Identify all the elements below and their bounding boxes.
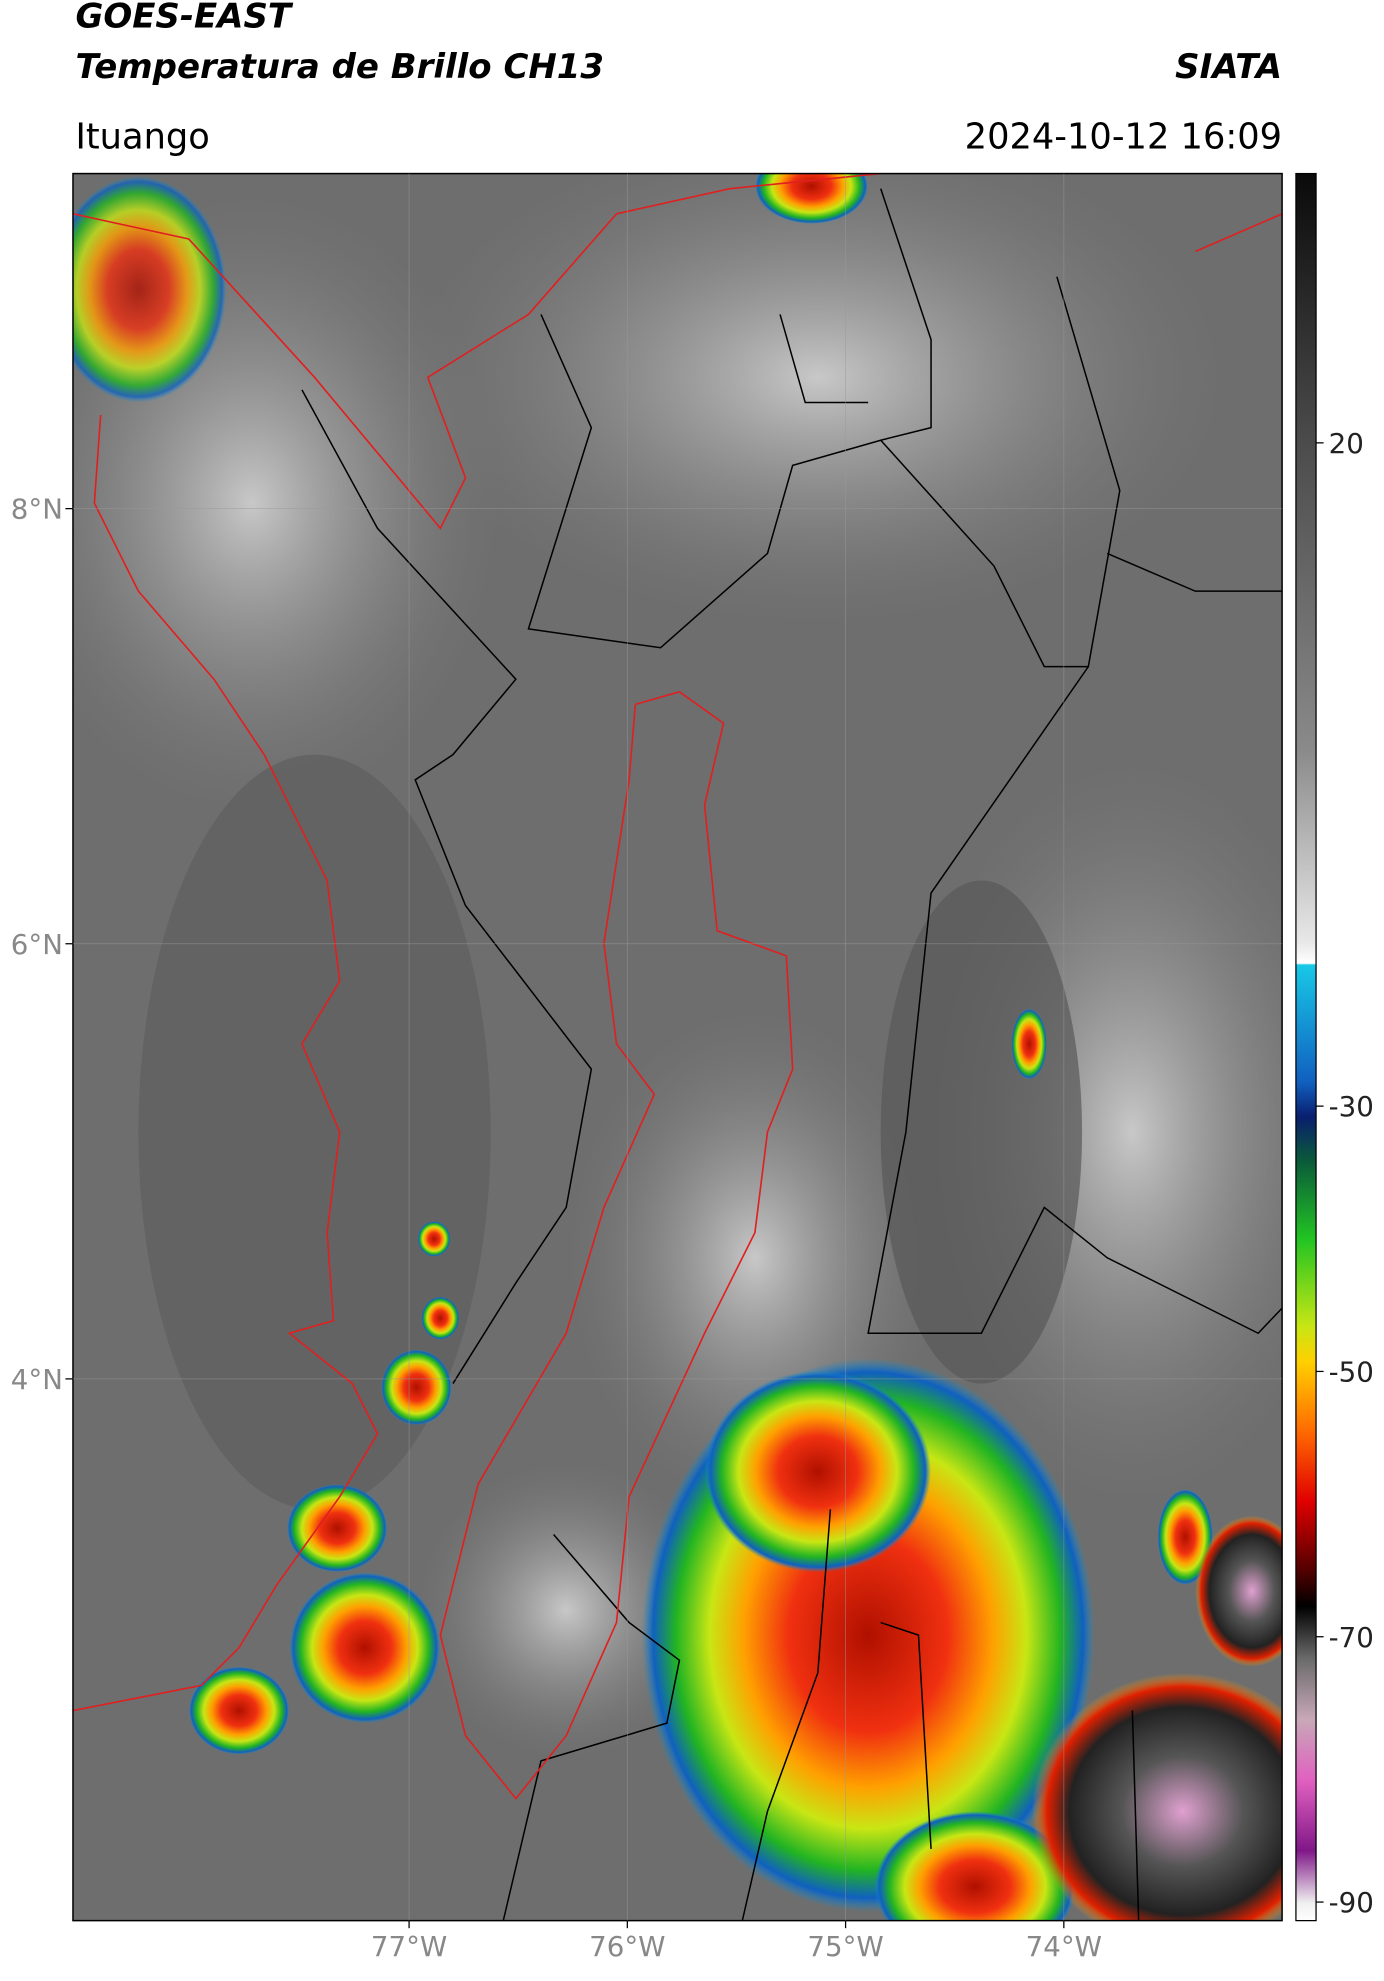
colorbar	[1295, 172, 1317, 1922]
colorbar-label: -70	[1329, 1621, 1374, 1654]
colorbar-label: -30	[1329, 1090, 1374, 1123]
title-line1: GOES-EAST	[75, 0, 293, 37]
lon-label: 75°W	[807, 1930, 883, 1963]
lat-label: 4°N	[11, 1363, 63, 1396]
colorbar-label: -90	[1329, 1886, 1374, 1919]
lon-label: 74°W	[1026, 1930, 1102, 1963]
location: Ituango	[75, 116, 209, 157]
datetime: 2024-10-12 16:09	[965, 116, 1282, 157]
satellite-image	[72, 173, 1283, 1921]
colorbar-label: -50	[1329, 1356, 1374, 1389]
lat-label: 6°N	[11, 928, 63, 961]
lon-label: 77°W	[371, 1930, 447, 1963]
colorbar-label: 20	[1329, 427, 1364, 460]
lat-label: 8°N	[11, 493, 63, 526]
map-frame	[72, 172, 1283, 1922]
lon-label: 76°W	[589, 1930, 665, 1963]
title-line2: Temperatura de Brillo CH13	[75, 47, 604, 87]
source: SIATA	[1175, 47, 1282, 87]
